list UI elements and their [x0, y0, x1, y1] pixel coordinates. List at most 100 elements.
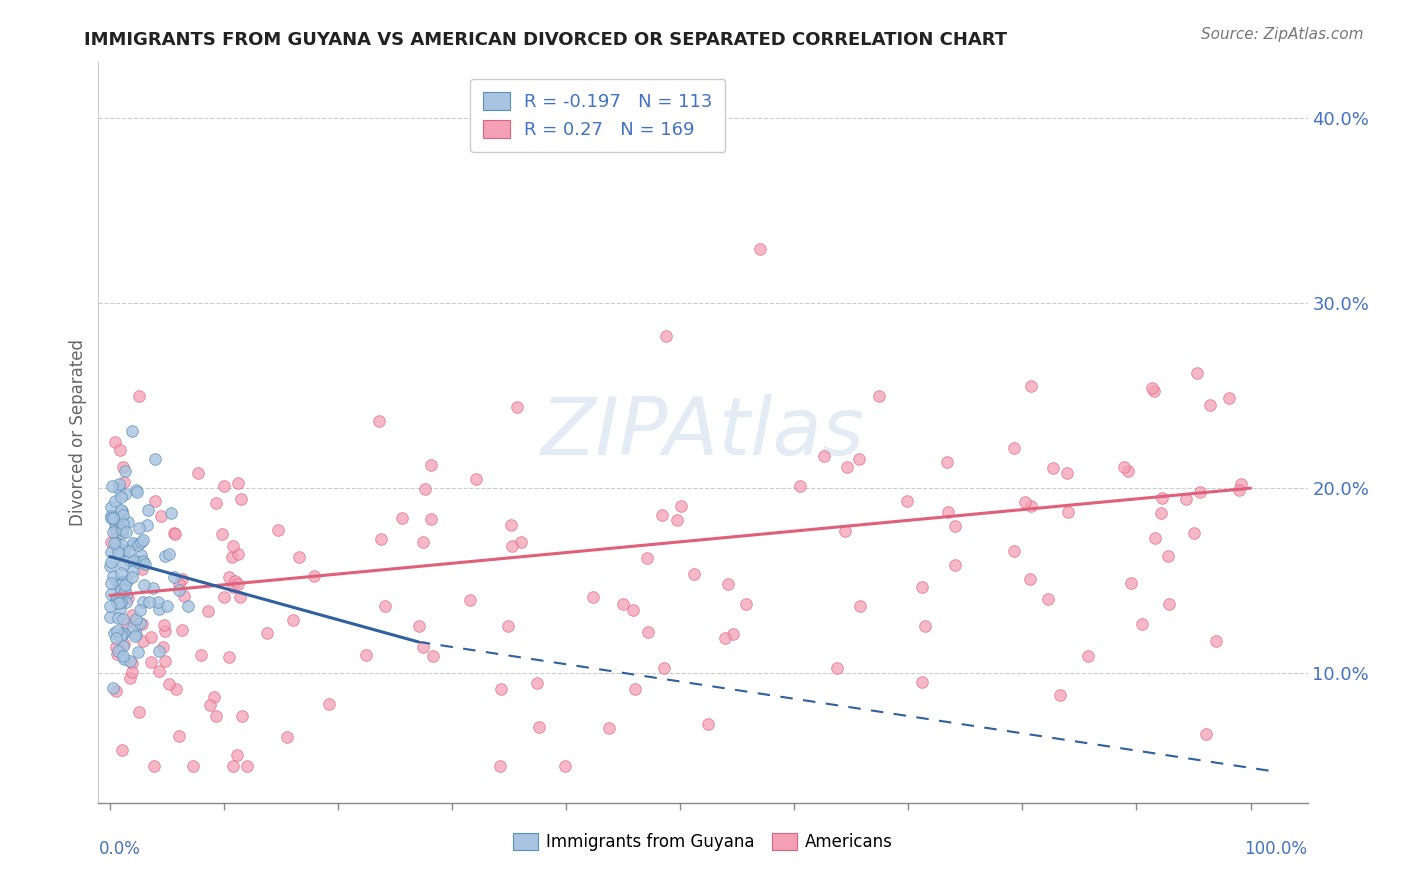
Point — [226, 547, 249, 561]
Point — [636, 551, 658, 566]
Point — [131, 554, 153, 568]
Point — [129, 603, 152, 617]
Point — [1182, 525, 1205, 540]
Point — [936, 454, 959, 468]
Point — [222, 758, 245, 772]
Point — [110, 503, 132, 517]
Point — [122, 564, 145, 578]
Point — [98, 558, 121, 573]
Point — [124, 629, 146, 643]
Point — [167, 582, 190, 597]
Point — [527, 720, 550, 734]
Point — [221, 581, 243, 595]
Point — [665, 513, 688, 527]
Point — [177, 599, 200, 613]
Point — [114, 582, 136, 597]
Point — [111, 538, 134, 552]
Point — [226, 577, 249, 591]
Point — [143, 758, 166, 772]
Point — [211, 527, 233, 541]
Point — [222, 539, 245, 553]
Point — [1205, 634, 1227, 648]
Point — [412, 640, 434, 654]
Point — [163, 570, 186, 584]
Point — [108, 596, 131, 610]
Point — [721, 627, 744, 641]
Point — [153, 549, 176, 563]
Point — [256, 626, 278, 640]
Point — [107, 611, 129, 625]
Text: IMMIGRANTS FROM GUYANA VS AMERICAN DIVORCED OR SEPARATED CORRELATION CHART: IMMIGRANTS FROM GUYANA VS AMERICAN DIVOR… — [84, 31, 1008, 49]
Point — [111, 648, 134, 663]
Point — [197, 604, 219, 618]
Point — [1159, 597, 1181, 611]
Point — [1218, 391, 1240, 405]
Point — [110, 490, 132, 504]
Point — [181, 758, 204, 772]
Point — [148, 643, 170, 657]
Point — [834, 524, 856, 538]
Point — [127, 645, 149, 659]
Point — [489, 758, 512, 772]
Point — [98, 599, 121, 613]
Point — [121, 425, 143, 439]
Point — [104, 435, 127, 450]
Point — [114, 525, 136, 540]
Point — [128, 705, 150, 719]
Point — [637, 624, 659, 639]
Point — [554, 758, 576, 772]
Point — [354, 648, 377, 663]
Point — [1119, 576, 1142, 591]
Point — [129, 534, 152, 549]
Point — [124, 537, 146, 551]
Point — [374, 599, 396, 614]
Point — [155, 654, 177, 668]
Point — [152, 640, 174, 655]
Point — [132, 634, 155, 648]
Point — [117, 515, 139, 529]
Point — [110, 566, 132, 580]
Point — [654, 661, 676, 675]
Point — [122, 553, 145, 567]
Point — [714, 631, 737, 645]
Point — [267, 523, 290, 537]
Point — [1019, 572, 1042, 586]
Point — [221, 550, 243, 565]
Point — [228, 590, 250, 604]
Point — [226, 476, 249, 491]
Point — [100, 508, 122, 523]
Point — [1130, 616, 1153, 631]
Point — [136, 517, 159, 532]
Point — [110, 519, 132, 533]
Point — [111, 460, 134, 475]
Point — [114, 588, 136, 602]
Text: 0.0%: 0.0% — [98, 840, 141, 858]
Point — [107, 624, 129, 638]
Point — [1014, 495, 1036, 509]
Point — [101, 510, 124, 524]
Point — [104, 684, 127, 698]
Point — [499, 518, 522, 533]
Point — [125, 612, 148, 626]
Point — [235, 758, 257, 772]
Point — [837, 460, 859, 475]
Point — [1185, 367, 1208, 381]
Point — [943, 518, 966, 533]
Point — [107, 578, 129, 592]
Point — [125, 483, 148, 497]
Text: 100.0%: 100.0% — [1244, 840, 1308, 858]
Point — [276, 730, 298, 744]
Point — [120, 654, 142, 668]
Point — [1175, 492, 1198, 507]
Point — [104, 493, 127, 508]
Point — [1002, 441, 1025, 455]
Point — [118, 553, 141, 567]
Point — [157, 677, 180, 691]
Point — [134, 558, 156, 572]
Point — [103, 625, 125, 640]
Point — [131, 555, 153, 569]
Point — [936, 505, 959, 519]
Point — [115, 595, 138, 609]
Point — [813, 450, 835, 464]
Point — [105, 647, 128, 661]
